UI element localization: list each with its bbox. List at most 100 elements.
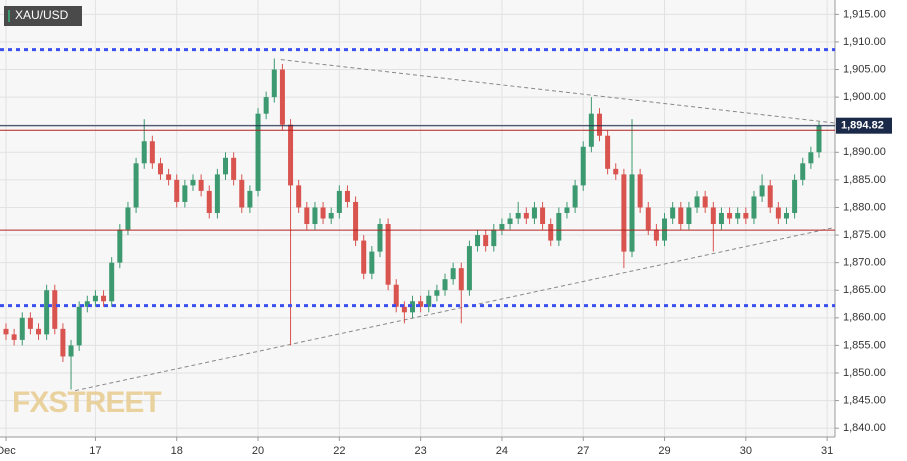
y-tick-label: 1,905.00	[843, 63, 886, 75]
candle-body	[190, 179, 196, 186]
axis-background	[835, 0, 907, 461]
candle-body	[369, 251, 375, 274]
candle-body	[353, 201, 359, 241]
candle-body	[44, 290, 50, 335]
candle-body	[11, 334, 17, 340]
candle-body	[580, 146, 586, 186]
candle-body	[410, 301, 415, 313]
y-tick-label: 1,860.00	[843, 312, 886, 324]
candle-body	[434, 290, 440, 296]
candle-body	[629, 174, 635, 252]
y-tick-label: 1,850.00	[843, 367, 886, 379]
candle-body	[174, 179, 180, 202]
candle-body	[296, 185, 302, 208]
candle-body	[466, 246, 472, 291]
y-tick-label: 1,865.00	[843, 284, 886, 296]
candle-body	[239, 179, 245, 208]
candle-body	[710, 207, 716, 225]
candle-body	[76, 306, 82, 346]
candle-body	[458, 268, 464, 291]
candle-body	[27, 317, 33, 329]
ticker: XAU/USD	[15, 8, 69, 22]
candle-body	[385, 224, 391, 285]
x-tick-label: 17	[89, 445, 101, 457]
candle-body	[344, 190, 350, 202]
candle-body	[68, 345, 74, 357]
candle-body	[320, 207, 326, 219]
candle-body	[572, 185, 578, 208]
candle-body	[279, 69, 285, 125]
candle-body	[800, 163, 806, 180]
y-tick-label: 1,840.00	[843, 422, 886, 434]
x-tick-label: 23	[415, 445, 427, 457]
candle-body	[263, 97, 269, 114]
candle-body	[702, 196, 708, 208]
candle-body	[605, 135, 611, 169]
trendline	[280, 59, 836, 124]
x-tick-label: 20	[252, 445, 264, 457]
candle-body	[686, 207, 692, 225]
watermark: FXSTREET	[12, 386, 161, 419]
candle-body	[653, 229, 659, 241]
candle-body	[727, 212, 733, 219]
x-tick-label: Dec	[0, 445, 16, 457]
candle-body	[255, 113, 261, 191]
x-tick-label: 24	[496, 445, 508, 457]
y-tick-label: 1,855.00	[843, 339, 886, 351]
candle-body	[475, 235, 481, 247]
candle-body	[141, 141, 147, 164]
plot-background	[0, 0, 835, 437]
candle-body	[645, 207, 651, 230]
candle-body	[288, 124, 294, 186]
ticker-accent	[8, 10, 10, 22]
candle-body	[783, 212, 789, 219]
candle-body	[743, 212, 749, 219]
candle-body	[483, 235, 489, 247]
current-price-box	[836, 117, 892, 134]
candle-body	[52, 290, 58, 329]
candle-body	[101, 295, 107, 302]
y-tick-label: 1,900.00	[843, 91, 886, 103]
candle-body	[3, 328, 9, 335]
candle-body	[491, 229, 497, 247]
x-tick-label: 27	[577, 445, 589, 457]
current-price-label: 1,894.82	[841, 120, 884, 132]
candle-body	[304, 207, 310, 225]
candle-body	[564, 207, 570, 213]
candle-body	[247, 190, 253, 208]
candle-body	[662, 218, 668, 241]
candle-body	[694, 196, 700, 208]
candle-body	[206, 190, 212, 213]
candle-body	[450, 268, 456, 280]
candle-body	[271, 69, 277, 98]
y-tick-label: 1,870.00	[843, 257, 886, 269]
x-tick-label: 29	[658, 445, 670, 457]
candle-body	[182, 185, 188, 202]
candle-body	[149, 141, 155, 164]
trendline	[74, 226, 836, 392]
candle-body	[361, 240, 367, 274]
candle-body	[377, 224, 383, 252]
candle-body	[548, 224, 554, 241]
candle-body	[523, 212, 529, 219]
candle-body	[117, 229, 123, 263]
candle-body	[418, 301, 424, 307]
candle-body	[507, 218, 513, 225]
candle-body	[540, 207, 546, 225]
candle-body	[214, 174, 220, 213]
x-tick-label: 31	[821, 445, 833, 457]
candle-body	[19, 317, 25, 340]
candle-body	[759, 185, 765, 197]
candle-body	[621, 174, 627, 252]
candle-body	[312, 207, 318, 225]
candle-body	[775, 207, 781, 219]
y-tick-label: 1,875.00	[843, 229, 886, 241]
candle-body	[166, 174, 172, 180]
candle-body	[515, 212, 521, 219]
candle-body	[198, 179, 204, 191]
x-tick-label: 30	[740, 445, 752, 457]
candle-body	[231, 157, 237, 180]
candle-body	[767, 185, 773, 208]
y-tick-label: 1,880.00	[843, 201, 886, 213]
